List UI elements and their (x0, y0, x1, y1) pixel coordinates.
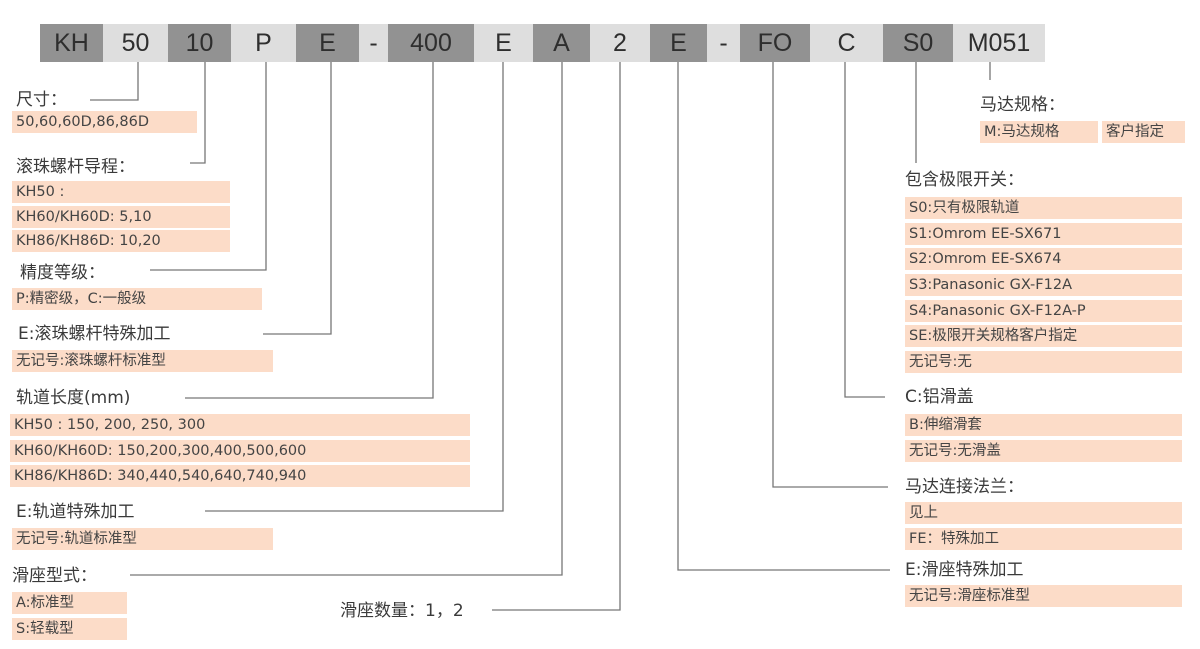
limit-switch-option: S3:Panasonic GX-F12A (905, 274, 1182, 296)
rail-special-option: 无记号:轨道标准型 (12, 528, 273, 550)
line-lead (190, 62, 206, 164)
cover-option: 无记号:无滑盖 (905, 440, 1182, 462)
slider-type-option: A:标准型 (12, 592, 127, 614)
code-segment-limit-switch: S0 (883, 24, 953, 62)
code-segment-cover: C (810, 24, 883, 62)
line-screw-special (263, 62, 332, 335)
motor-spec-option: M:马达规格 (980, 121, 1098, 143)
screw-special-option: 无记号:滚珠螺杆标准型 (12, 350, 273, 372)
screw-special-label: E:滚珠螺杆特殊加工 (18, 324, 171, 344)
flange-option: 见上 (905, 502, 1182, 524)
size-option: 50,60,60D,86,86D (12, 111, 197, 133)
code-segment-size: 50 (103, 24, 168, 62)
code-segment-slider-special: E (650, 24, 707, 62)
code-segment-dash: - (707, 24, 740, 62)
code-segment-rail-special: E (474, 24, 533, 62)
code-segment-screw-special: E (296, 24, 359, 62)
cover-option: B:伸缩滑套 (905, 414, 1182, 436)
precision-option: P:精密级，C:一般级 (12, 288, 262, 310)
rail-length-option: KH50 : 150, 200, 250, 300 (10, 414, 470, 436)
flange-option: FE：特殊加工 (905, 528, 1182, 550)
slider-type-option: S:轻载型 (12, 618, 127, 640)
line-precision (150, 62, 267, 271)
motor-spec-option: 客户指定 (1102, 121, 1185, 143)
limit-switch-option: S4:Panasonic GX-F12A-P (905, 300, 1182, 322)
lead-option: KH50 : (12, 181, 230, 203)
code-segment-dash: - (359, 24, 388, 62)
slider-special-label: E:滑座特殊加工 (905, 560, 1024, 580)
line-cover (844, 62, 885, 398)
code-segment-series: KH (40, 24, 103, 62)
limit-switch-label: 包含极限开关： (905, 170, 1024, 190)
line-slider-count (492, 62, 621, 611)
rail-length-option: KH60/KH60D: 150,200,300,400,500,600 (10, 440, 470, 462)
rail-length-option: KH86/KH86D: 340,440,540,640,740,940 (10, 465, 470, 487)
line-size (90, 62, 139, 101)
line-slider-type (130, 62, 563, 576)
line-rail-special (205, 62, 504, 512)
code-segment-slider-count: 2 (590, 24, 650, 62)
code-segment-rail-length: 400 (388, 24, 474, 62)
limit-switch-option: S0:只有极限轨道 (905, 197, 1182, 219)
motor-spec-label: 马达规格： (980, 95, 1065, 115)
line-slider-special (677, 62, 890, 571)
precision-label: 精度等级： (20, 263, 105, 283)
size-label: 尺寸： (16, 90, 67, 110)
limit-switch-option: S2:Omrom EE-SX674 (905, 248, 1182, 270)
slider-special-option: 无记号:滑座标准型 (905, 585, 1182, 607)
limit-switch-option: 无记号:无 (905, 351, 1182, 373)
limit-switch-option: S1:Omrom EE-SX671 (905, 223, 1182, 245)
slider-type-label: 滑座型式： (12, 566, 97, 586)
lead-option: KH86/KH86D: 10,20 (12, 230, 230, 252)
code-segment-precision: P (231, 24, 296, 62)
flange-label: 马达连接法兰： (905, 477, 1024, 497)
line-flange (772, 62, 888, 488)
code-segment-lead: 10 (168, 24, 231, 62)
code-segment-slider-type: A (533, 24, 590, 62)
code-segment-motor: M051 (953, 24, 1045, 62)
lead-option: KH60/KH60D: 5,10 (12, 206, 230, 228)
cover-label: C:铝滑盖 (905, 387, 974, 407)
limit-switch-option: SE:极限开关规格客户指定 (905, 325, 1182, 347)
rail-special-label: E:轨道特殊加工 (16, 502, 135, 522)
rail-length-label: 轨道长度(mm) (16, 388, 131, 408)
line-rail-length (185, 62, 434, 399)
lead-label: 滚珠螺杆导程： (16, 157, 135, 177)
slider-count-label: 滑座数量：1，2 (340, 601, 464, 621)
code-segment-flange: FO (740, 24, 810, 62)
